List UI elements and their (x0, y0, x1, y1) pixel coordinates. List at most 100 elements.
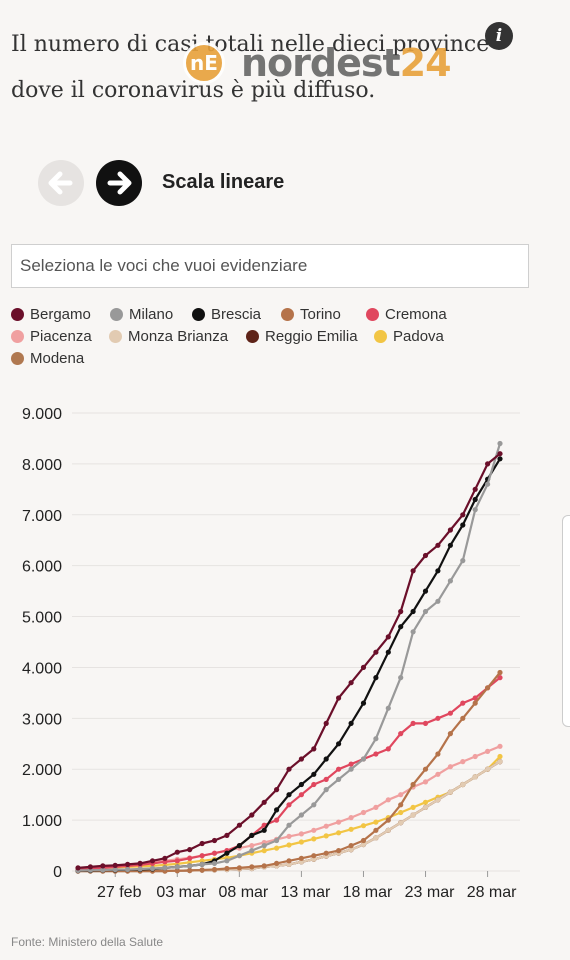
data-point (323, 850, 329, 856)
search-input[interactable] (11, 244, 529, 288)
data-point (249, 843, 255, 849)
data-point (485, 461, 491, 467)
legend-label: Bergamo (30, 306, 91, 323)
watermark-text-b: 24 (399, 41, 452, 85)
legend-label: Brescia (211, 306, 262, 323)
legend-label: Cremona (385, 306, 447, 323)
data-point (422, 608, 429, 615)
data-point (435, 568, 441, 574)
series-line (77, 458, 501, 872)
data-point (336, 848, 342, 854)
data-point (336, 766, 342, 772)
data-point (298, 831, 304, 837)
data-point (472, 507, 478, 513)
next-button[interactable] (96, 160, 142, 206)
data-point (187, 863, 193, 869)
data-point (460, 700, 466, 706)
y-tick-label: 9.000 (22, 406, 62, 423)
data-point (348, 766, 354, 772)
legend-item[interactable]: Cremona (366, 306, 447, 323)
data-point (422, 588, 429, 594)
line-chart: 0 1.000 2.000 3.000 4.000 5.000 6.000 7.000 8.00… (22, 406, 520, 901)
legend-item[interactable]: Reggio Emilia (246, 328, 358, 345)
data-point (410, 568, 416, 574)
data-point (274, 860, 280, 866)
y-tick-label: 3.000 (22, 711, 62, 728)
data-point (286, 858, 292, 864)
data-point (100, 863, 106, 869)
legend-swatch (374, 330, 387, 343)
source-note: Fonte: Ministero della Salute (11, 935, 164, 949)
data-point (336, 695, 342, 701)
data-point (360, 664, 367, 670)
data-point (373, 819, 379, 825)
data-point (348, 843, 354, 849)
data-point (348, 761, 354, 767)
data-point (100, 867, 106, 873)
edge-handle[interactable] (562, 515, 570, 727)
data-point (298, 812, 304, 818)
legend-item[interactable]: Milano (110, 306, 173, 323)
data-point (410, 720, 416, 726)
data-point (435, 797, 441, 803)
series-line (78, 760, 501, 873)
y-tick-label: 6.000 (22, 559, 62, 576)
data-point (298, 781, 304, 788)
data-point (174, 864, 180, 870)
x-tick-label: 27 feb (97, 884, 142, 901)
legend-item[interactable]: Bergamo (11, 306, 91, 323)
data-point (149, 858, 156, 864)
legend-item[interactable]: Piacenza (11, 328, 92, 345)
y-tick-label: 1.000 (22, 813, 62, 830)
watermark-text-a: nordest (241, 41, 401, 85)
data-point (385, 649, 391, 655)
data-point (410, 781, 416, 788)
data-point (311, 771, 317, 777)
data-point (472, 774, 478, 780)
prev-button[interactable] (38, 160, 84, 206)
data-point (274, 845, 280, 851)
data-point (311, 827, 317, 833)
data-point (472, 700, 478, 706)
data-point (360, 700, 367, 706)
data-point (348, 815, 354, 821)
data-point (211, 866, 218, 873)
legend-item[interactable]: Padova (374, 328, 444, 345)
data-point (385, 705, 391, 711)
watermark-logo: nE (183, 42, 225, 84)
data-point (373, 835, 379, 841)
data-point (348, 720, 354, 726)
watermark-text: nordest24 (241, 41, 452, 85)
info-icon[interactable]: i (485, 22, 513, 50)
data-point (224, 865, 230, 872)
data-point (373, 804, 379, 810)
data-point (385, 634, 391, 640)
data-point (112, 867, 118, 873)
data-point (497, 675, 503, 681)
y-tick-label: 7.000 (22, 508, 62, 525)
data-point (385, 827, 391, 833)
data-point (249, 864, 255, 870)
data-point (373, 751, 379, 757)
legend-item[interactable]: Torino (281, 306, 341, 323)
legend-item[interactable]: Monza Brianza (109, 328, 228, 345)
data-point (274, 837, 280, 844)
data-point (236, 822, 242, 828)
data-point (422, 804, 429, 810)
data-point (286, 822, 292, 828)
legend-swatch (11, 352, 24, 365)
legend-swatch (192, 308, 205, 321)
legend-item[interactable]: Brescia (192, 306, 261, 323)
data-point (422, 779, 429, 785)
data-point (112, 862, 118, 868)
arrow-right-icon (107, 171, 132, 195)
legend-label: Piacenza (30, 328, 92, 345)
data-point (447, 527, 453, 533)
data-point (323, 720, 329, 726)
data-point (286, 842, 292, 848)
data-point (373, 827, 379, 833)
data-point (497, 743, 503, 749)
series-line (78, 760, 501, 873)
legend-item[interactable]: Modena (11, 350, 84, 367)
data-point (485, 685, 491, 691)
